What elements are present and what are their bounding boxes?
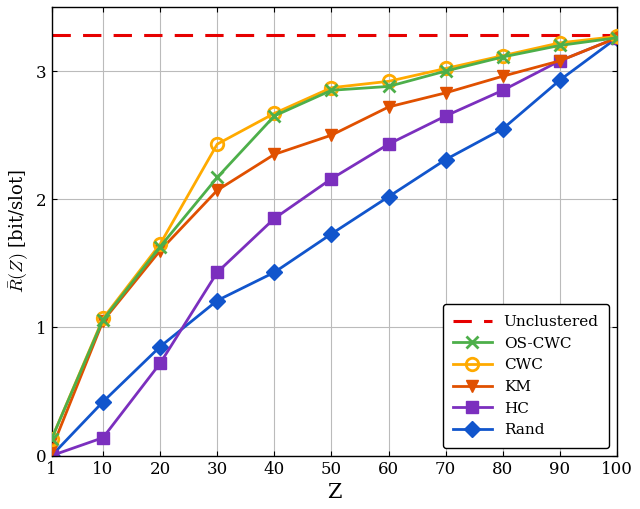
KM	[99, 318, 107, 324]
CWC	[556, 40, 564, 46]
Rand	[499, 126, 507, 132]
KM	[328, 132, 335, 138]
HC	[328, 176, 335, 182]
HC	[499, 87, 507, 93]
HC	[48, 453, 56, 459]
OS-CWC	[385, 83, 392, 90]
HC	[442, 113, 449, 119]
CWC	[271, 110, 278, 117]
OS-CWC	[556, 42, 564, 48]
KM	[556, 58, 564, 64]
Rand	[99, 399, 107, 405]
KM	[48, 446, 56, 453]
HC	[213, 269, 221, 275]
Unclustered	[42, 32, 50, 38]
Y-axis label: $\bar{R}(Z)$ [bit/slot]: $\bar{R}(Z)$ [bit/slot]	[7, 169, 31, 293]
Unclustered	[48, 32, 56, 38]
OS-CWC	[271, 113, 278, 119]
Line: CWC: CWC	[45, 30, 623, 445]
OS-CWC	[613, 35, 621, 41]
CWC	[156, 241, 164, 247]
Rand	[385, 193, 392, 200]
CWC	[213, 141, 221, 147]
OS-CWC	[499, 54, 507, 60]
KM	[271, 151, 278, 157]
OS-CWC	[156, 244, 164, 250]
Rand	[213, 297, 221, 303]
Rand	[271, 269, 278, 275]
Line: KM: KM	[45, 32, 623, 456]
KM	[613, 35, 621, 41]
X-axis label: Z: Z	[327, 483, 342, 502]
CWC	[499, 52, 507, 59]
Rand	[613, 35, 621, 41]
Line: HC: HC	[45, 32, 623, 462]
KM	[499, 73, 507, 79]
OS-CWC	[442, 68, 449, 74]
KM	[213, 187, 221, 193]
CWC	[442, 66, 449, 72]
CWC	[99, 316, 107, 322]
CWC	[613, 34, 621, 40]
KM	[385, 104, 392, 110]
OS-CWC	[99, 317, 107, 323]
HC	[271, 215, 278, 221]
Line: OS-CWC: OS-CWC	[45, 32, 623, 445]
CWC	[385, 78, 392, 84]
Rand	[328, 231, 335, 237]
HC	[556, 58, 564, 64]
HC	[156, 360, 164, 366]
HC	[99, 435, 107, 441]
Rand	[48, 453, 56, 459]
Rand	[442, 156, 449, 162]
HC	[385, 141, 392, 147]
Rand	[156, 344, 164, 350]
Rand	[556, 77, 564, 83]
KM	[156, 247, 164, 253]
HC	[613, 35, 621, 41]
OS-CWC	[48, 436, 56, 442]
OS-CWC	[328, 87, 335, 93]
Legend: Unclustered, OS-CWC, CWC, KM, HC, Rand: Unclustered, OS-CWC, CWC, KM, HC, Rand	[443, 304, 609, 448]
CWC	[48, 436, 56, 442]
CWC	[328, 84, 335, 91]
OS-CWC	[213, 175, 221, 181]
KM	[442, 90, 449, 96]
Line: Rand: Rand	[46, 32, 623, 461]
